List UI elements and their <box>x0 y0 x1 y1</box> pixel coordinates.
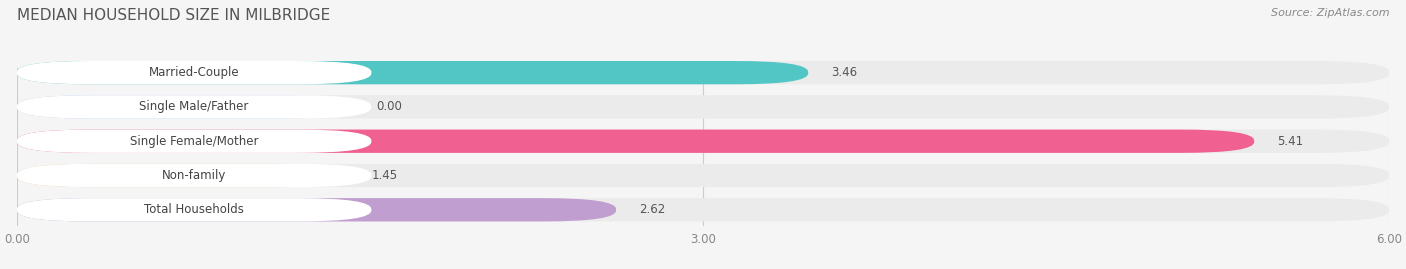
FancyBboxPatch shape <box>17 61 371 84</box>
FancyBboxPatch shape <box>17 95 1389 119</box>
Text: 0.00: 0.00 <box>377 100 402 114</box>
Text: Single Female/Mother: Single Female/Mother <box>129 135 259 148</box>
FancyBboxPatch shape <box>17 95 354 119</box>
FancyBboxPatch shape <box>17 198 371 221</box>
FancyBboxPatch shape <box>17 130 1389 153</box>
Text: 1.45: 1.45 <box>371 169 398 182</box>
Text: Non-family: Non-family <box>162 169 226 182</box>
FancyBboxPatch shape <box>17 164 1389 187</box>
FancyBboxPatch shape <box>17 61 1389 84</box>
FancyBboxPatch shape <box>17 61 808 84</box>
Text: 2.62: 2.62 <box>638 203 665 216</box>
Text: Total Households: Total Households <box>145 203 245 216</box>
FancyBboxPatch shape <box>17 130 1254 153</box>
FancyBboxPatch shape <box>17 198 1389 221</box>
FancyBboxPatch shape <box>17 198 616 221</box>
Text: MEDIAN HOUSEHOLD SIZE IN MILBRIDGE: MEDIAN HOUSEHOLD SIZE IN MILBRIDGE <box>17 8 330 23</box>
Text: 3.46: 3.46 <box>831 66 858 79</box>
FancyBboxPatch shape <box>17 164 349 187</box>
FancyBboxPatch shape <box>17 130 371 153</box>
Text: Single Male/Father: Single Male/Father <box>139 100 249 114</box>
FancyBboxPatch shape <box>17 95 371 119</box>
FancyBboxPatch shape <box>17 164 371 187</box>
Text: 5.41: 5.41 <box>1277 135 1303 148</box>
Text: Source: ZipAtlas.com: Source: ZipAtlas.com <box>1271 8 1389 18</box>
Text: Married-Couple: Married-Couple <box>149 66 239 79</box>
